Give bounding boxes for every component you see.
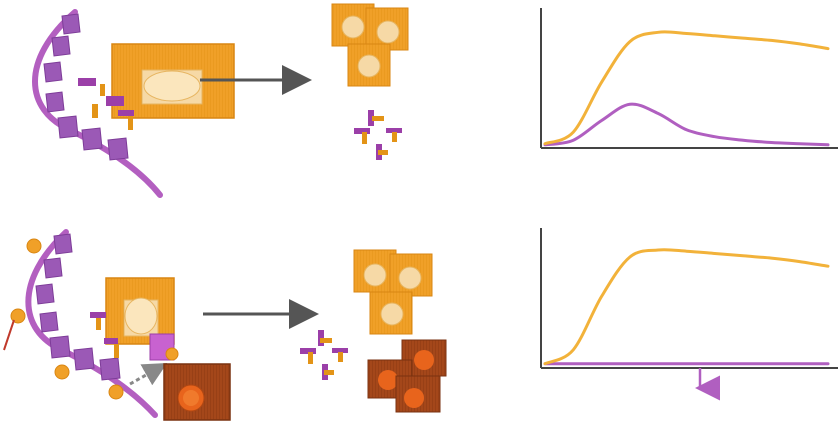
bottom-modified-dna-helix-icon bbox=[25, 229, 158, 418]
bottom-brown-cell-icon bbox=[163, 363, 231, 421]
bottom-kinetics-chart bbox=[540, 228, 838, 401]
chart-1-series-2-line bbox=[543, 102, 830, 147]
bottom-fragment-cluster-icon bbox=[90, 312, 179, 361]
top-dna-helix-icon bbox=[32, 9, 163, 198]
bottom-brown-cell-cluster-icon bbox=[367, 339, 447, 413]
dotted-arrow-icon bbox=[129, 363, 168, 386]
chart-2-series-1-line bbox=[543, 248, 830, 366]
bottom-nanoparticle-icons bbox=[3, 238, 124, 400]
top-fragment-cluster-icon bbox=[78, 78, 134, 130]
top-cell-cluster-icon bbox=[331, 3, 409, 87]
chart-1-series-1-line bbox=[543, 30, 830, 146]
top-released-fragments-icon bbox=[354, 110, 402, 160]
bottom-cell-cluster-icon bbox=[353, 249, 433, 335]
top-cell-icon bbox=[111, 43, 235, 119]
bottom-cell-icon bbox=[105, 277, 175, 345]
bottom-released-fragments-icon bbox=[300, 330, 348, 380]
top-kinetics-chart bbox=[540, 8, 838, 149]
